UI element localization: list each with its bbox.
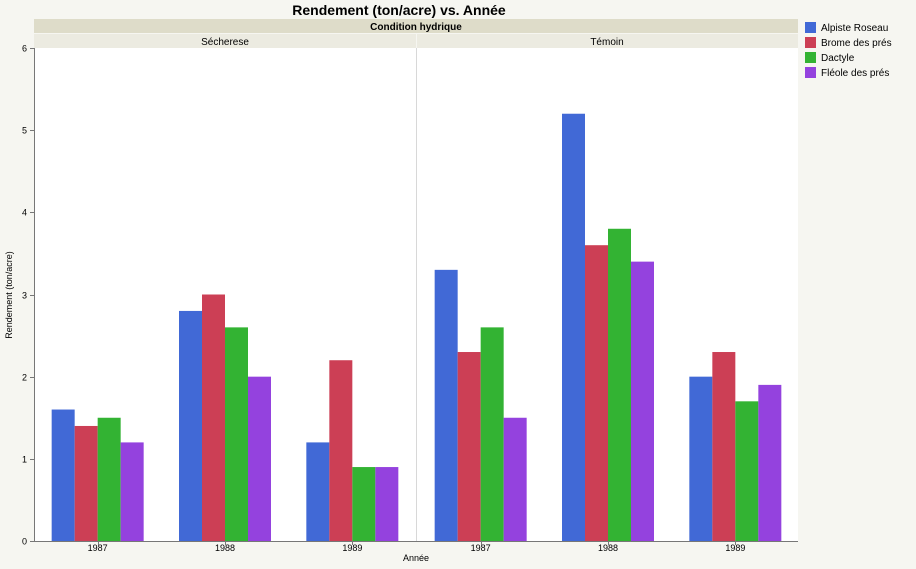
bar xyxy=(585,245,608,541)
bar xyxy=(202,294,225,541)
bar xyxy=(689,376,713,541)
bar xyxy=(375,467,399,541)
legend-swatch xyxy=(805,37,816,48)
y-tick-label: 5 xyxy=(22,126,27,136)
bar xyxy=(457,352,481,541)
x-tick-label: 1987 xyxy=(471,543,491,553)
y-tick-label: 3 xyxy=(22,291,27,301)
bar xyxy=(306,442,330,541)
y-tick-label: 1 xyxy=(22,455,27,465)
legend: Alpiste Roseau Brome des prés Dactyle Fléol… xyxy=(805,22,892,79)
bar xyxy=(225,327,248,541)
x-axis: 1987 1988 1989 1987 1988 1989 xyxy=(88,541,745,553)
y-tick-label: 0 xyxy=(22,537,27,547)
legend-swatch xyxy=(805,67,816,78)
bar xyxy=(352,467,376,541)
bar xyxy=(608,228,631,541)
bar xyxy=(631,261,654,541)
x-tick-label: 1989 xyxy=(342,543,362,553)
bar xyxy=(480,327,504,541)
x-axis-label: Année xyxy=(403,553,429,563)
facet-header-title: Condition hydrique xyxy=(370,22,462,33)
x-tick-label: 1987 xyxy=(88,543,108,553)
x-tick-label: 1988 xyxy=(598,543,618,553)
bar xyxy=(74,425,98,541)
bar xyxy=(503,417,527,541)
x-tick-label: 1989 xyxy=(725,543,745,553)
facet-header-band xyxy=(34,19,798,33)
bar xyxy=(735,401,759,541)
y-tick-label: 4 xyxy=(22,208,27,218)
facet-band-1 xyxy=(34,34,416,48)
facet-label-secheresse: Sécherese xyxy=(201,37,249,48)
bar xyxy=(179,310,202,541)
facet-band-2 xyxy=(417,34,798,48)
bar xyxy=(434,269,458,541)
facet-label-temoin: Témoin xyxy=(590,37,623,48)
chart-title: Rendement (ton/acre) vs. Année xyxy=(292,2,506,18)
legend-label: Fléole des prés xyxy=(821,68,889,79)
bars-layer xyxy=(51,113,782,541)
legend-label: Alpiste Roseau xyxy=(821,23,888,34)
bar xyxy=(97,417,121,541)
bar xyxy=(712,352,736,541)
y-tick-label: 2 xyxy=(22,373,27,383)
bar xyxy=(51,409,75,541)
x-tick-label: 1988 xyxy=(215,543,235,553)
legend-swatch xyxy=(805,22,816,33)
legend-label: Dactyle xyxy=(821,53,855,64)
bar xyxy=(120,442,144,541)
bar xyxy=(248,376,271,541)
y-tick-label: 6 xyxy=(22,44,27,54)
bar xyxy=(562,113,585,541)
legend-label: Brome des prés xyxy=(821,38,892,49)
y-axis-label: Rendement (ton/acre) xyxy=(4,251,14,339)
bar xyxy=(758,384,782,541)
bar xyxy=(329,360,353,541)
legend-swatch xyxy=(805,52,816,63)
y-axis: 0 1 2 3 4 5 6 xyxy=(22,44,34,547)
